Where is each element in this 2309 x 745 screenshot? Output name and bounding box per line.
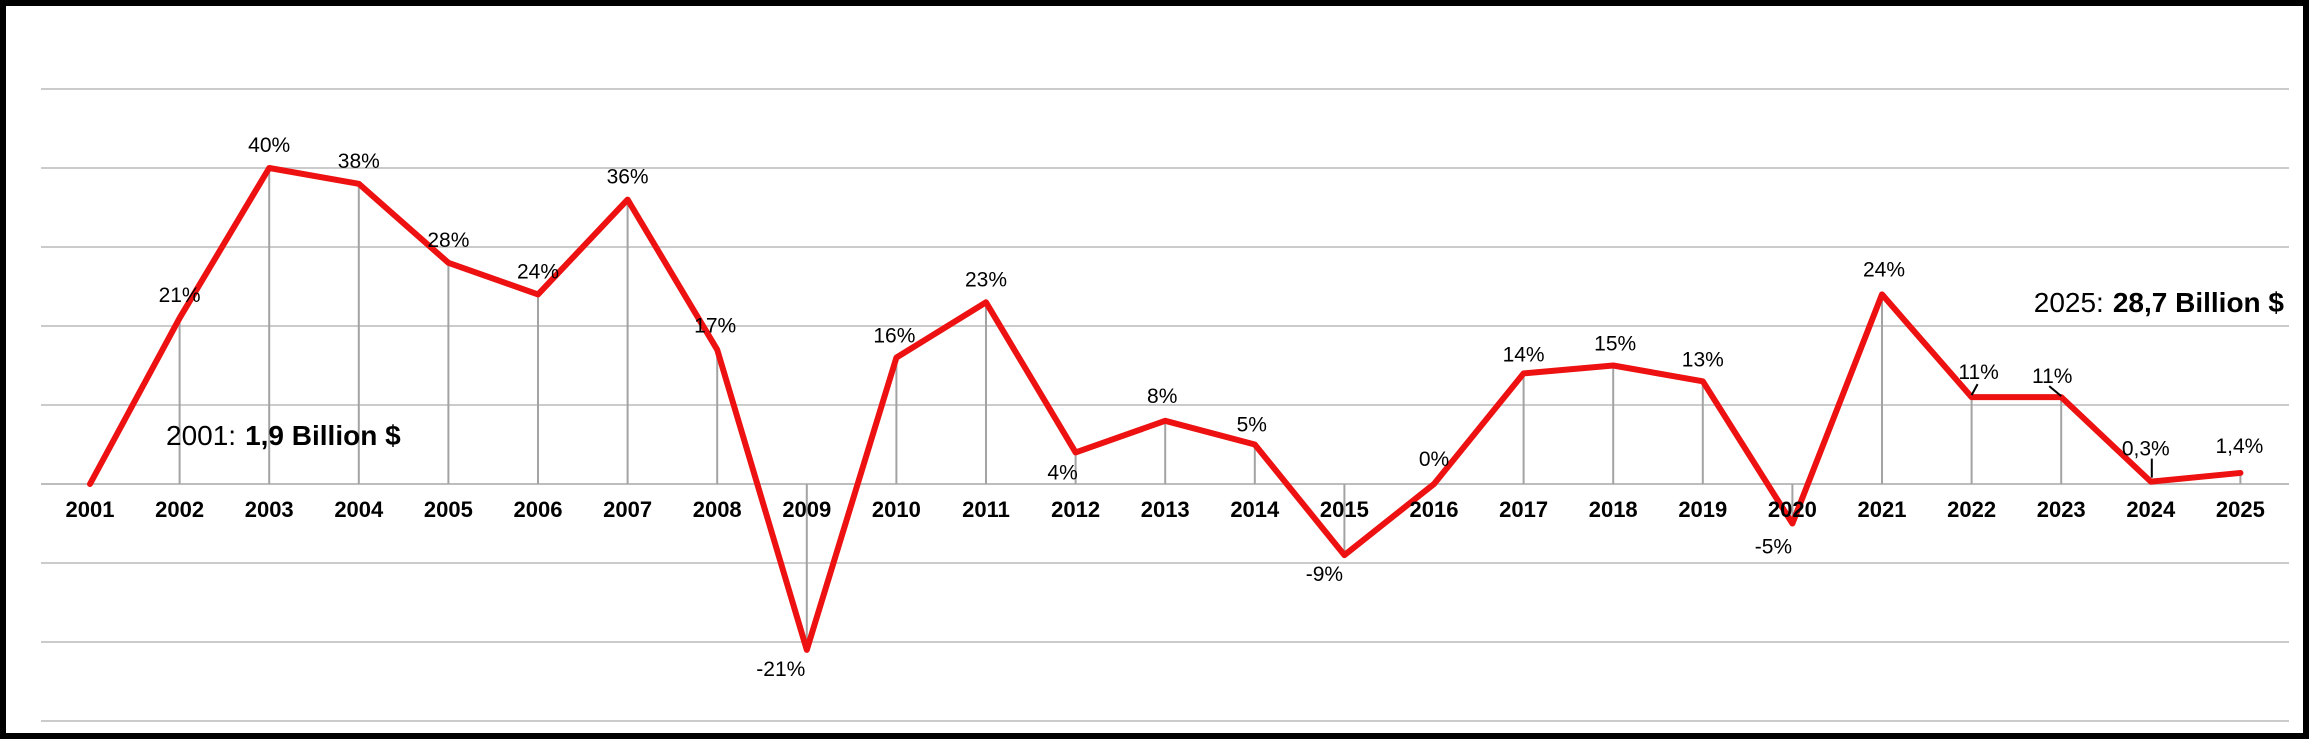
year-label: 2008 xyxy=(693,497,742,522)
annotation-2025-value: 28,7 Billion $ xyxy=(2112,287,2284,318)
annotation-2001-prefix: 2001: xyxy=(166,420,237,451)
value-label: 11% xyxy=(2032,365,2072,388)
value-label: 0% xyxy=(1419,448,1449,471)
value-label: 24% xyxy=(517,260,559,283)
series-line xyxy=(87,165,2244,653)
year-label: 2019 xyxy=(1678,497,1727,522)
label-leader-line xyxy=(2048,385,2062,397)
value-label: -21% xyxy=(756,658,805,681)
year-label: 2012 xyxy=(1051,497,1100,522)
annotation-2001-value: 1,9 Billion $ xyxy=(245,420,401,451)
year-label: 2006 xyxy=(514,497,563,522)
value-label: 21% xyxy=(159,284,201,307)
year-label: 2010 xyxy=(872,497,921,522)
year-label: 2009 xyxy=(782,497,831,522)
year-label: 2025 xyxy=(2216,497,2265,522)
value-label: 11% xyxy=(1958,361,1998,384)
value-label: 36% xyxy=(607,166,649,189)
year-label: 2011 xyxy=(962,497,1010,522)
year-label: 2016 xyxy=(1410,497,1459,522)
year-label: 2007 xyxy=(603,497,652,522)
growth-line-chart: 21% 40% 38% 28% 24% 36% 17% -21% 16% 23% 4% 8% 5% -9%… xyxy=(41,88,2289,722)
value-label: 13% xyxy=(1682,348,1724,371)
year-label: 2005 xyxy=(424,497,473,522)
value-label: 23% xyxy=(965,268,1007,291)
value-label: 0,3% xyxy=(2122,438,2170,461)
year-label: 2022 xyxy=(1947,497,1996,522)
year-label: 2017 xyxy=(1499,497,1548,522)
value-label: 5% xyxy=(1237,414,1267,437)
year-label: 2015 xyxy=(1320,497,1369,522)
year-label: 2001 xyxy=(66,497,115,522)
value-label: 28% xyxy=(427,229,469,252)
annotation-2001: 2001: 1,9 Billion $ xyxy=(166,420,401,452)
value-label: 14% xyxy=(1503,343,1545,366)
value-label: -5% xyxy=(1755,536,1792,559)
value-label: 15% xyxy=(1594,333,1636,356)
value-label: 4% xyxy=(1047,461,1077,484)
value-label: 1,4% xyxy=(2215,435,2263,458)
year-label: 2024 xyxy=(2126,497,2176,522)
year-label: 2014 xyxy=(1230,497,1280,522)
annotation-2025-prefix: 2025: xyxy=(2033,287,2104,318)
value-label: 38% xyxy=(338,150,380,173)
value-label: 17% xyxy=(694,315,736,338)
year-label: 2002 xyxy=(155,497,204,522)
year-label: 2004 xyxy=(334,497,384,522)
year-label: 2003 xyxy=(245,497,294,522)
year-label: 2013 xyxy=(1141,497,1190,522)
label-leader-line xyxy=(1970,383,1979,396)
value-label: 40% xyxy=(248,134,290,157)
year-label: 2018 xyxy=(1589,497,1638,522)
value-label: -9% xyxy=(1306,563,1343,586)
year-label: 2021 xyxy=(1858,497,1907,522)
year-label: 2023 xyxy=(2037,497,2086,522)
annotation-2025: 2025: 28,7 Billion $ xyxy=(2034,287,2284,319)
value-label: 8% xyxy=(1147,385,1177,408)
value-label: 16% xyxy=(873,325,915,348)
value-label: 24% xyxy=(1863,258,1905,281)
year-label: 2020 xyxy=(1768,497,1817,522)
